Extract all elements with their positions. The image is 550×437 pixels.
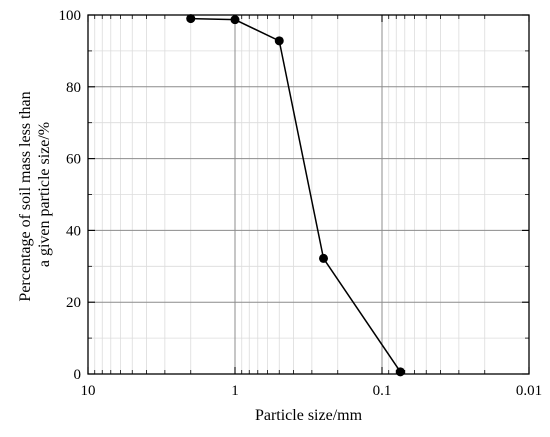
y-tick-label: 80	[66, 80, 81, 96]
y-tick-labels: 0 20 40 60 80 100	[59, 8, 82, 383]
x-tick-label: 0.1	[373, 383, 392, 399]
y-tick-label: 20	[66, 295, 81, 311]
grid-layer	[87, 14, 530, 375]
data-point	[230, 15, 240, 25]
x-tick-labels: 10 1 0.1 0.01	[81, 383, 543, 399]
y-tick-label: 0	[74, 367, 82, 383]
y-axis-title: Percentage of soil mass less than a give…	[17, 87, 53, 301]
data-point	[395, 367, 405, 377]
y-axis-title-line-1: Percentage of soil mass less than	[17, 91, 34, 301]
data-point	[274, 36, 284, 46]
y-tick-label: 100	[59, 8, 82, 24]
series-layer	[186, 14, 405, 377]
data-point	[319, 253, 329, 263]
series-line	[190, 17, 401, 373]
tick-marks	[87, 14, 530, 375]
x-tick-label: 0.01	[516, 383, 542, 399]
data-point	[186, 14, 196, 24]
x-tick-label: 10	[81, 383, 96, 399]
y-tick-label: 60	[66, 152, 81, 168]
y-axis-title-line-2: a given particle size/%	[36, 122, 53, 267]
y-tick-label: 40	[66, 223, 81, 239]
x-axis-title: Particle size/mm	[255, 407, 363, 424]
x-tick-label: 1	[231, 383, 239, 399]
